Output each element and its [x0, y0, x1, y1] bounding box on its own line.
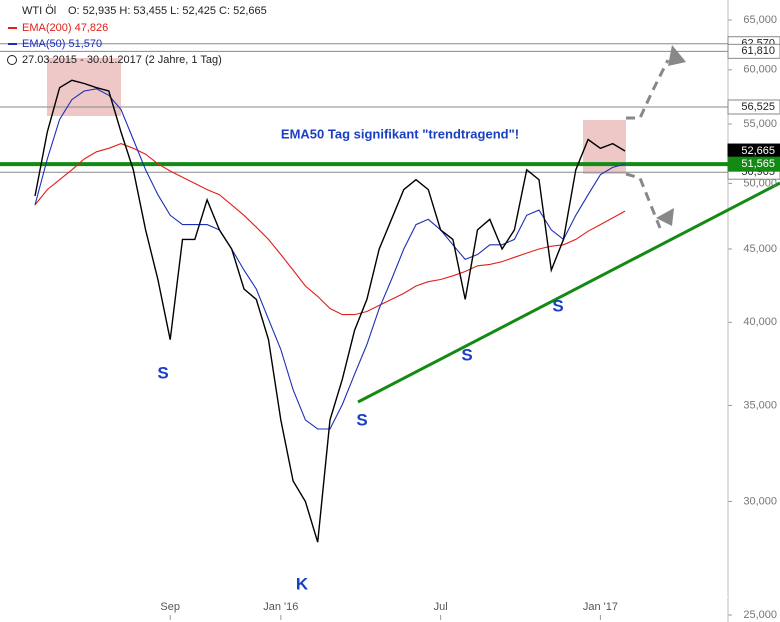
trend-line: [357, 181, 780, 404]
highlight-box: [47, 58, 121, 116]
y-tick-label: 50,000: [743, 177, 777, 189]
y-tick-label: 40,000: [743, 316, 777, 328]
date-range: 27.03.2015 - 30.01.2017 (2 Jahre, 1 Tag): [22, 54, 222, 66]
y-tick-label: 45,000: [743, 243, 777, 255]
marker: S: [157, 363, 168, 382]
marker: S: [356, 410, 367, 429]
ohlc: O: 52,935 H: 53,455 L: 52,425 C: 52,665: [68, 5, 267, 17]
marker: S: [461, 345, 472, 364]
arrow-head: [668, 45, 686, 66]
level-box: [727, 99, 780, 115]
scenario-arrow: [626, 59, 670, 120]
y-tick-label: 30,000: [743, 495, 777, 507]
price-line: [34, 79, 626, 543]
y-tick-label: 25,000: [743, 609, 777, 621]
symbol: WTI Öl: [22, 5, 56, 17]
x-tick-label: Jan '16: [263, 601, 298, 613]
marker: S: [552, 296, 563, 315]
level-label: 51,565: [741, 158, 775, 170]
y-tick-label: 35,000: [743, 399, 777, 411]
level-label: 61,810: [741, 45, 775, 57]
scenario-arrow: [625, 172, 662, 229]
y-tick-label: 65,000: [743, 14, 777, 26]
clock-icon: [7, 55, 17, 65]
x-tick-label: Sep: [160, 601, 180, 613]
ema-line: [34, 88, 626, 430]
y-tick-label: 60,000: [743, 64, 777, 76]
annotation: EMA50 Tag signifikant "trendtragend"!: [281, 126, 519, 141]
arrow-head: [656, 208, 674, 226]
marker: K: [296, 574, 309, 593]
legend-entry: EMA(50) 51,570: [22, 38, 102, 50]
ema-line: [34, 143, 626, 316]
y-tick-label: 55,000: [743, 118, 777, 130]
level-box: [727, 156, 780, 172]
x-tick-label: Jul: [434, 601, 448, 613]
level-label: 52,665: [741, 145, 775, 157]
level-box: [727, 43, 780, 59]
x-tick-label: Jan '17: [583, 601, 618, 613]
level-label: 56,525: [741, 101, 775, 113]
legend-entry: EMA(200) 47,826: [22, 22, 108, 34]
